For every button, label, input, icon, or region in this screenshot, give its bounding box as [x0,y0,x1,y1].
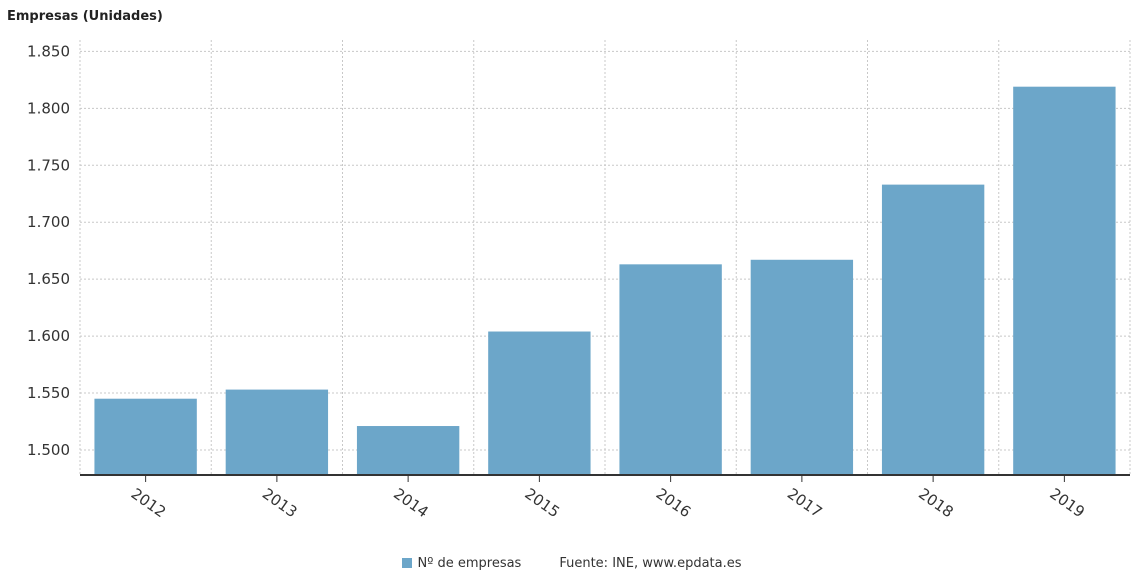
y-tick-label: 1.850 [27,42,70,60]
y-tick-label: 1.750 [27,156,70,174]
legend-swatch [402,558,413,568]
x-tick-label: 2016 [653,485,695,522]
bar [94,398,197,475]
y-tick-label: 1.700 [27,213,70,231]
x-tick-label: 2013 [259,485,301,522]
y-tick-label: 1.600 [27,327,70,345]
bar [750,259,854,475]
bar [619,264,722,475]
bar [1013,86,1116,476]
y-tick-label: 1.650 [27,270,70,288]
source-text: Fuente: INE, www.epdata.es [559,556,742,571]
x-tick-label: 2012 [128,485,170,522]
bar [488,331,591,475]
x-tick-label: 2015 [521,485,563,522]
y-tick-label: 1.550 [27,384,70,402]
legend-label: Nº de empresas [417,556,522,571]
bar [225,389,329,475]
x-tick-label: 2014 [390,485,432,522]
x-tick-label: 2019 [1046,485,1088,522]
y-tick-label: 1.800 [27,99,70,117]
bar [356,426,460,475]
y-tick-label: 1.500 [27,441,70,459]
bar [881,184,985,475]
legend: Nº de empresas Fuente: INE, www.epdata.es [0,556,1144,571]
x-tick-label: 2017 [784,485,826,522]
x-tick-label: 2018 [915,485,957,522]
y-axis-title: Empresas (Unidades) [7,9,163,24]
